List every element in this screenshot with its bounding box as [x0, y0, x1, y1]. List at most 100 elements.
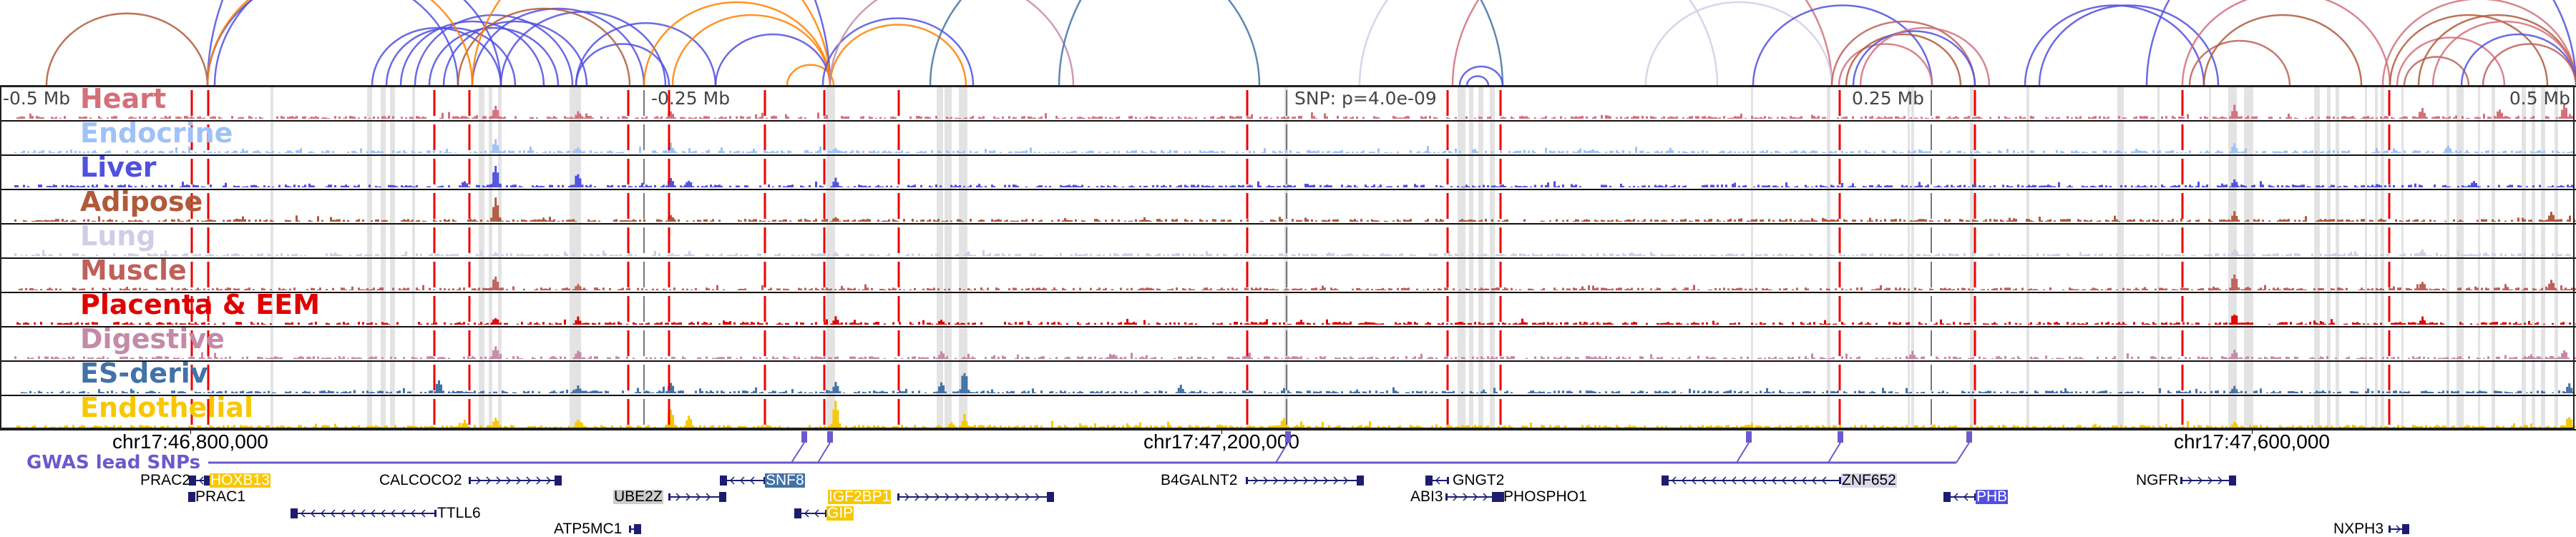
signal-bar	[549, 151, 551, 153]
signal-bar	[1135, 117, 1137, 119]
signal-bar	[356, 152, 358, 153]
signal-bar	[1802, 150, 1805, 153]
signal-bar	[308, 322, 311, 325]
signal-bar	[441, 254, 444, 256]
signal-bar	[1294, 117, 1296, 119]
enhancer-highlight	[498, 225, 502, 257]
signal-bar	[2328, 219, 2331, 222]
signal-bar	[1298, 151, 1300, 153]
signal-bar	[2189, 220, 2191, 222]
enhancer-highlight	[2492, 259, 2495, 292]
signal-bar	[1240, 254, 1242, 256]
signal-bar	[1820, 254, 1822, 256]
signal-bar	[2131, 255, 2133, 256]
signal-bar	[482, 287, 484, 290]
signal-bar	[1313, 116, 1315, 119]
signal-bar	[1573, 185, 1575, 187]
signal-bar	[298, 185, 300, 187]
signal-bar	[1979, 185, 1981, 187]
signal-bar	[1974, 220, 1976, 222]
signal-bar	[1077, 117, 1079, 119]
signal-bar	[2477, 220, 2479, 222]
signal-bar	[1240, 220, 1242, 222]
signal-bar	[1337, 219, 1339, 222]
signal-bar	[1324, 185, 1326, 187]
signal-bar	[1989, 219, 1991, 222]
signal-bar	[2240, 184, 2243, 187]
signal-bar	[1043, 287, 1045, 290]
enhancer-highlight	[1478, 225, 1483, 257]
chromatin-loop-arc	[206, 0, 831, 86]
signal-peak	[690, 182, 693, 187]
signal-bar	[1075, 253, 1077, 256]
signal-bar	[1910, 220, 1912, 222]
signal-bar	[1098, 287, 1101, 290]
signal-bar	[1631, 117, 1633, 119]
signal-bar	[51, 186, 53, 187]
signal-bar	[611, 151, 613, 153]
signal-bar	[845, 220, 847, 222]
signal-bar	[452, 288, 454, 290]
signal-bar	[1586, 322, 1588, 325]
signal-bar	[1405, 184, 1407, 187]
signal-bar	[2395, 150, 2397, 153]
enhancer-highlight	[2555, 225, 2558, 257]
signal-bar	[1468, 186, 1470, 187]
enhancer-highlight	[2478, 156, 2480, 189]
signal-bar	[2152, 150, 2155, 153]
signal-bar	[1996, 288, 1998, 290]
signal-bar	[1693, 151, 1695, 153]
signal-peak	[494, 276, 497, 290]
signal-bar	[2320, 287, 2322, 290]
signal-bar	[49, 287, 51, 290]
signal-bar	[746, 254, 748, 256]
signal-bar	[1865, 254, 1867, 256]
enhancer-highlight	[2336, 293, 2339, 326]
signal-bar	[1822, 323, 1824, 325]
signal-bar	[1107, 185, 1109, 187]
enhancer-highlight	[959, 259, 967, 292]
signal-bar	[970, 117, 972, 119]
signal-bar	[2006, 220, 2009, 222]
enhancer-highlight	[1970, 87, 1974, 120]
signal-bar	[1062, 220, 1064, 222]
signal-bar	[1176, 150, 1178, 153]
signal-bar	[2569, 255, 2571, 256]
signal-bar	[2028, 219, 2030, 222]
signal-bar	[1319, 184, 1322, 187]
signal-bar	[1178, 185, 1180, 187]
signal-bar	[2399, 117, 2401, 119]
signal-bar	[1755, 287, 1757, 290]
signal-bar	[1528, 117, 1530, 119]
enhancer-highlight	[959, 293, 967, 326]
signal-bar	[706, 287, 708, 290]
signal-bar	[1813, 220, 1815, 222]
signal-bar	[139, 117, 141, 119]
signal-bar	[366, 151, 369, 153]
signal-bar	[708, 255, 710, 256]
signal-bar	[626, 288, 628, 290]
signal-bar	[605, 322, 607, 325]
signal-bar	[1038, 220, 1040, 222]
signal-bar	[1581, 323, 1584, 325]
signal-bar	[2337, 117, 2339, 119]
enhancer-highlight	[937, 87, 943, 120]
signal-bar	[1833, 255, 1835, 256]
signal-bar	[940, 151, 942, 153]
signal-bar	[809, 220, 811, 222]
signal-bar	[1478, 185, 1480, 187]
enhancer-highlight	[1970, 190, 1974, 223]
signal-bar	[1916, 254, 1918, 256]
signal-bar	[2281, 185, 2283, 187]
signal-bar	[652, 288, 654, 290]
signal-bar	[49, 185, 51, 187]
signal-bar	[716, 185, 718, 187]
signal-bar	[263, 220, 265, 222]
signal-bar	[985, 149, 987, 153]
signal-bar	[2161, 184, 2163, 187]
signal-bar	[1502, 220, 1504, 222]
signal-bar	[1948, 116, 1951, 119]
signal-bar	[643, 219, 645, 222]
signal-bar	[1064, 217, 1066, 222]
signal-bar	[34, 322, 36, 325]
